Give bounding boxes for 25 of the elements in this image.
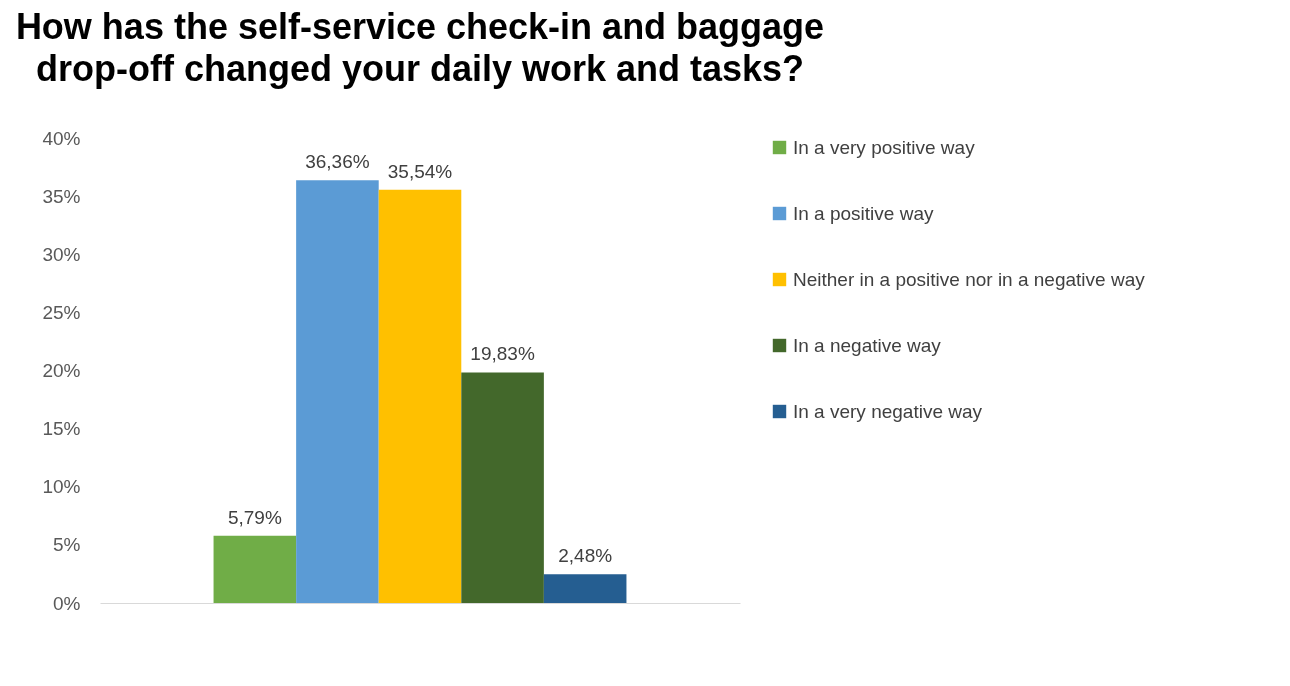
y-tick-label: 15% xyxy=(42,418,81,440)
y-tick-label: 0% xyxy=(53,592,81,614)
y-tick-label: 5% xyxy=(53,534,81,556)
legend-label: In a very positive way xyxy=(793,136,976,158)
legend-label: In a very negative way xyxy=(793,400,983,422)
data-label: 35,54% xyxy=(387,160,453,182)
y-tick-label: 40% xyxy=(42,127,81,149)
bar xyxy=(296,180,379,603)
legend-label: Neither in a positive nor in a negative way xyxy=(793,268,1146,290)
y-tick-label: 25% xyxy=(42,301,81,323)
y-tick-label: 35% xyxy=(42,185,81,207)
data-label: 36,36% xyxy=(305,151,370,173)
bar xyxy=(461,372,544,603)
legend-label: In a negative way xyxy=(793,334,942,356)
bar xyxy=(213,535,297,603)
y-tick-label: 10% xyxy=(42,476,81,498)
legend-label: In a positive way xyxy=(793,202,934,224)
y-tick-label: 30% xyxy=(42,243,81,265)
data-label: 19,83% xyxy=(470,343,535,365)
bar xyxy=(378,189,462,603)
y-tick-label: 20% xyxy=(42,360,81,381)
chart-title: How has the self-service check-in and baggage drop-off changed your daily work and tasks? xyxy=(15,6,825,89)
bar xyxy=(543,574,627,603)
data-label: 5,79% xyxy=(227,506,282,528)
data-label: 2,48% xyxy=(558,545,613,567)
